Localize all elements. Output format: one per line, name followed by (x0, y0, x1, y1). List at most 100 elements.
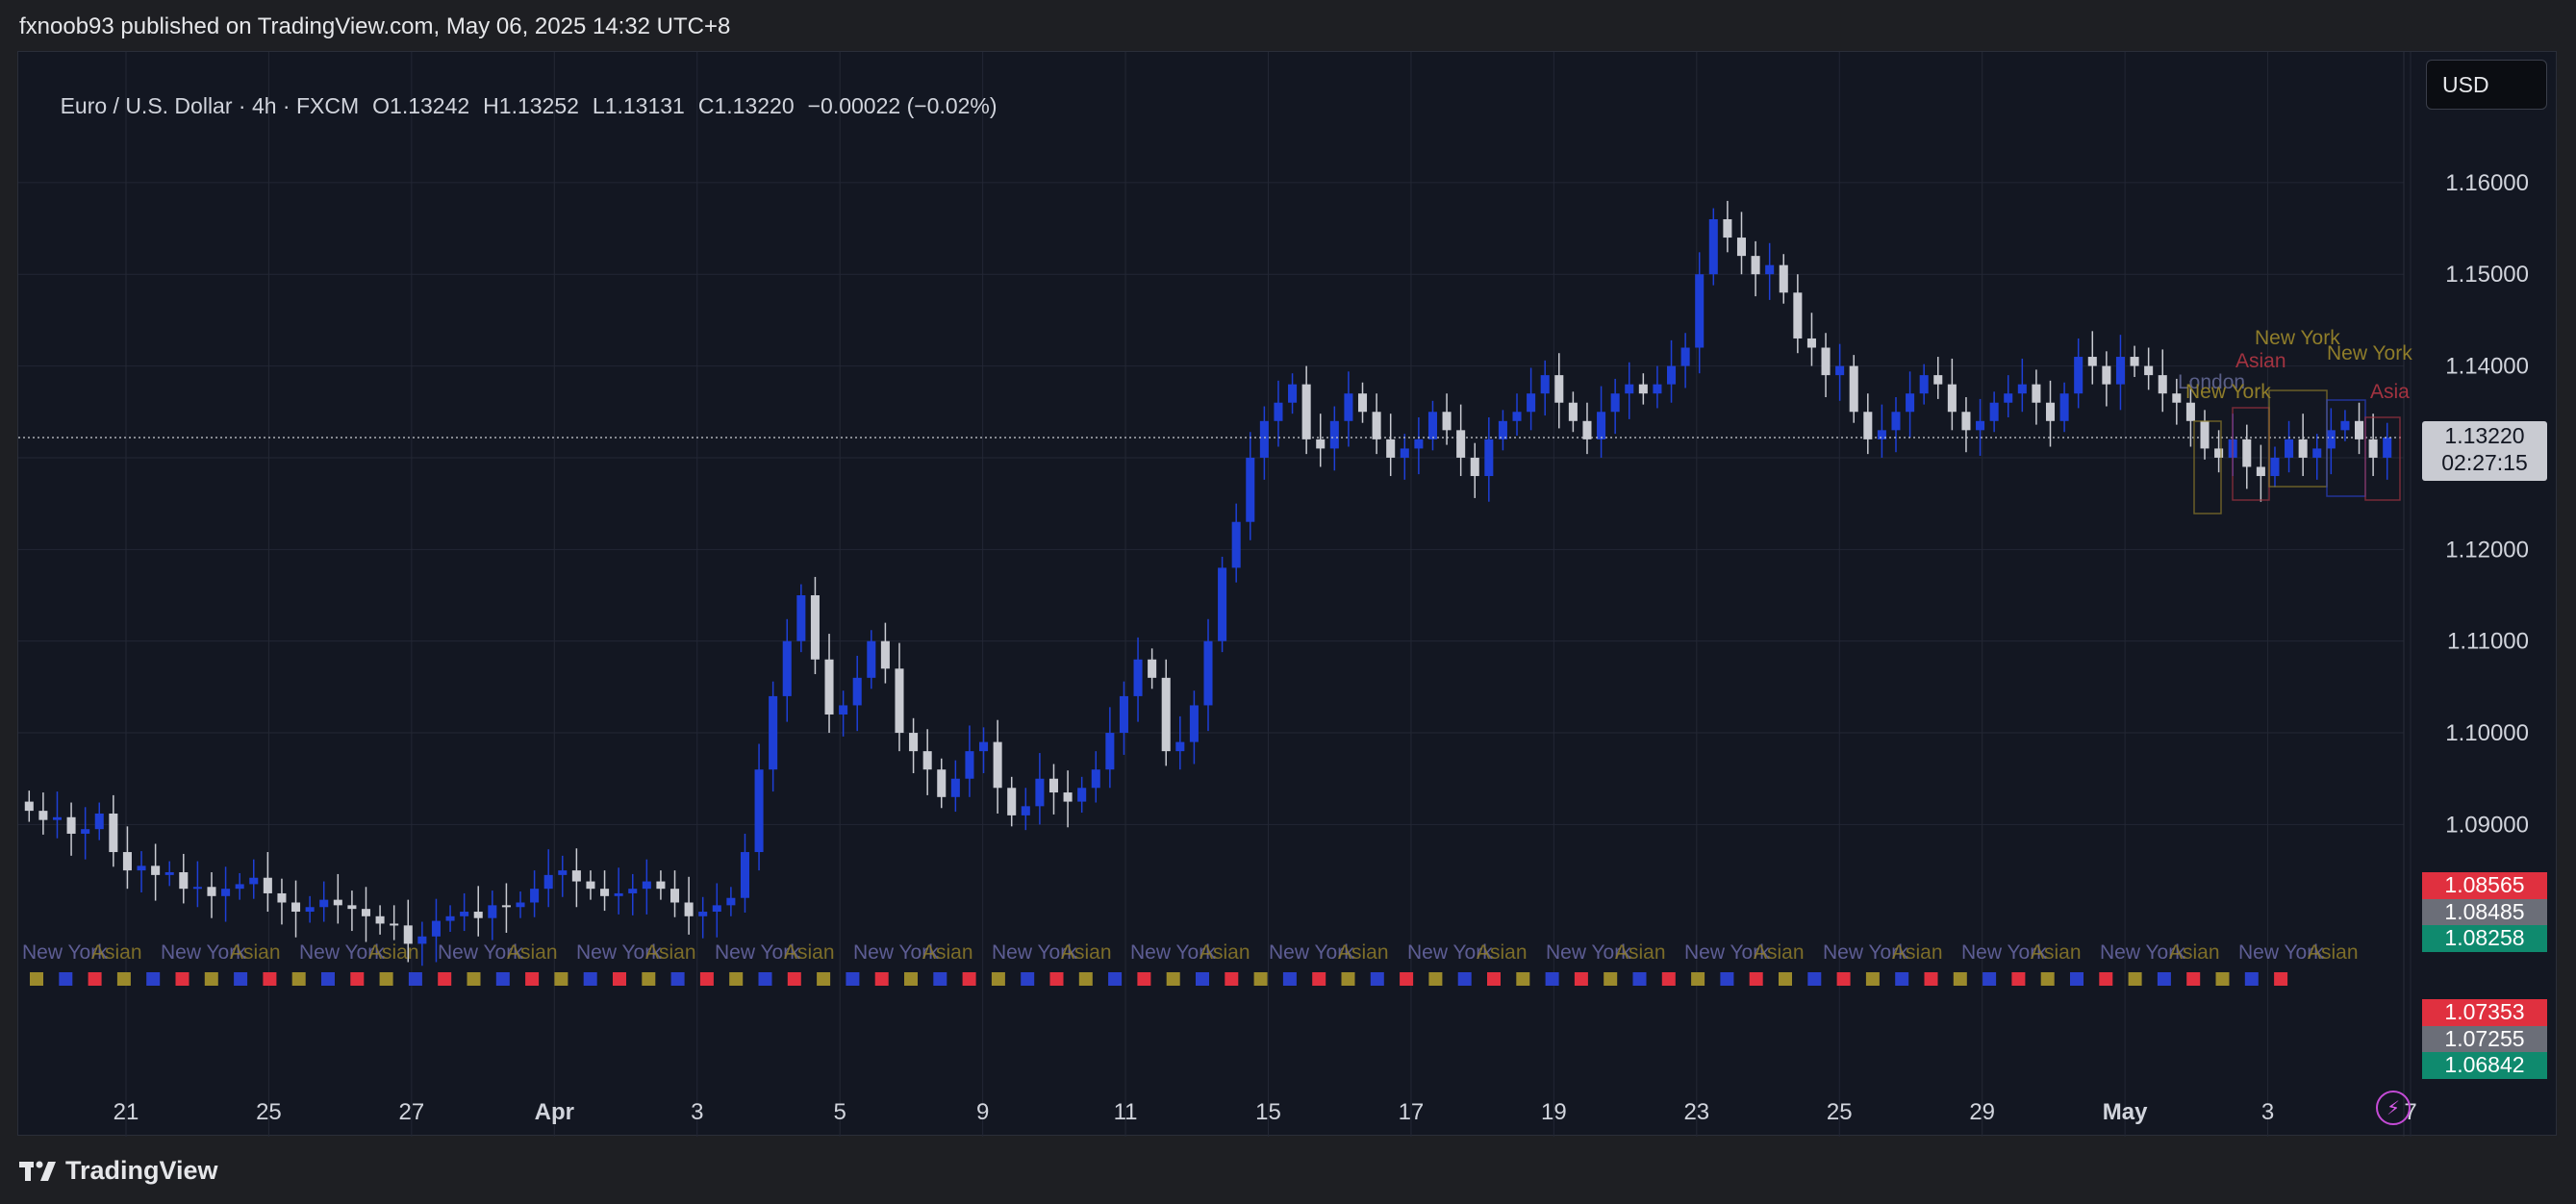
x-tick-label: May (2103, 1099, 2148, 1125)
candle-body (1203, 640, 1213, 706)
candle-body (2354, 420, 2364, 439)
candle-body (1427, 412, 1437, 439)
candle-body (642, 881, 651, 890)
candle-body (1933, 375, 1943, 385)
candle-body (754, 769, 764, 853)
candle-body (1947, 384, 1957, 413)
candle-body (347, 905, 357, 910)
session-label: New York (438, 941, 523, 964)
candle-body (1007, 788, 1017, 815)
session-label: New York (2100, 941, 2185, 964)
candle-body (1708, 218, 1718, 275)
candle-body (473, 912, 483, 918)
candle-body (2326, 430, 2336, 449)
session-marker (1983, 972, 1997, 986)
x-tick-label: 17 (1399, 1099, 1425, 1125)
last-price-value: 1.13220 (2444, 423, 2524, 448)
candle-body (249, 877, 259, 885)
session-marker (1691, 972, 1705, 986)
y-tick-label: 1.14000 (2445, 354, 2529, 380)
session-marker (1166, 972, 1180, 986)
session-label: Asian (368, 941, 419, 964)
session-marker (1021, 972, 1035, 986)
candle-body (1638, 384, 1648, 394)
session-marker (379, 972, 393, 986)
candle-body (1906, 393, 1915, 413)
candle-body (1316, 439, 1326, 449)
price-tag-value: 1.07353 (2444, 999, 2524, 1024)
candle-body (122, 852, 132, 871)
candle-body (810, 595, 820, 660)
candle-body (1695, 274, 1705, 348)
tradingview-logo[interactable]: TradingView (19, 1156, 218, 1186)
legend-close: C1.13220 (697, 93, 795, 118)
session-marker (350, 972, 365, 986)
session-marker (670, 972, 685, 986)
session-marker (1924, 972, 1938, 986)
candle-body (109, 813, 118, 853)
candle-body (740, 852, 749, 898)
currency-button[interactable]: USD (2426, 60, 2547, 110)
session-label: Asian (645, 941, 696, 964)
x-tick-label: 29 (1969, 1099, 1995, 1125)
candle-body (375, 916, 385, 924)
candle-body (726, 897, 736, 906)
candle-body (669, 889, 680, 903)
session-box-label: New York (2327, 342, 2412, 364)
candle-body (291, 902, 301, 913)
candle-body (1736, 238, 1747, 257)
candle-body (1063, 792, 1073, 802)
candle-body (1779, 264, 1788, 293)
candlestick-chart[interactable]: 1.160001.150001.140001.130001.120001.110… (18, 52, 2558, 1137)
session-marker (1049, 972, 1064, 986)
candle-body (1835, 365, 1845, 376)
session-marker (263, 972, 277, 986)
candle-body (2270, 457, 2280, 477)
session-box (2193, 420, 2222, 514)
lightning-bolt-icon[interactable]: ⚡ (2376, 1091, 2411, 1125)
candle-body (1400, 448, 1409, 458)
session-label: Asian (1477, 941, 1528, 964)
published-by-header: fxnoob93 published on TradingView.com, M… (19, 13, 731, 39)
candle-body (1021, 806, 1030, 815)
candle-body (1863, 412, 1873, 439)
candle-body (2185, 402, 2195, 421)
candle-body (1793, 292, 1803, 339)
candle-body (1456, 430, 1466, 458)
price-tag-value: 1.08258 (2444, 925, 2524, 950)
session-box-label: New York (2185, 381, 2271, 403)
candle-body (333, 899, 342, 906)
footer-brand: TradingView (65, 1156, 218, 1185)
session-marker (1457, 972, 1472, 986)
candle-body (2200, 420, 2210, 449)
candle-body (66, 816, 76, 834)
x-tick-label: 5 (834, 1099, 846, 1125)
session-marker (2186, 972, 2201, 986)
candle-body (600, 889, 610, 896)
session-label: New York (1130, 941, 1216, 964)
candle-body (2383, 437, 2392, 458)
candle-body (2045, 402, 2056, 421)
session-marker (1370, 972, 1384, 986)
session-marker (2274, 972, 2288, 986)
candle-body (221, 889, 231, 896)
session-label: Asian (2031, 941, 2082, 964)
candle-body (1751, 256, 1760, 275)
session-marker (1487, 972, 1501, 986)
candle-body (530, 889, 540, 903)
candle-body (1484, 439, 1494, 477)
candle-body (1189, 705, 1199, 742)
session-marker (1253, 972, 1268, 986)
session-marker (729, 972, 744, 986)
candle-body (1077, 788, 1087, 802)
candle-body (2144, 365, 2154, 376)
session-label: Asian (2169, 941, 2220, 964)
price-tag (2422, 1052, 2547, 1079)
currency-label: USD (2442, 71, 2489, 97)
candle-body (824, 659, 834, 715)
chart-panel[interactable]: 1.160001.150001.140001.130001.120001.110… (17, 51, 2558, 1137)
candle-body (1105, 733, 1115, 770)
session-marker (1225, 972, 1239, 986)
session-marker (758, 972, 772, 986)
candle-body (235, 884, 244, 890)
